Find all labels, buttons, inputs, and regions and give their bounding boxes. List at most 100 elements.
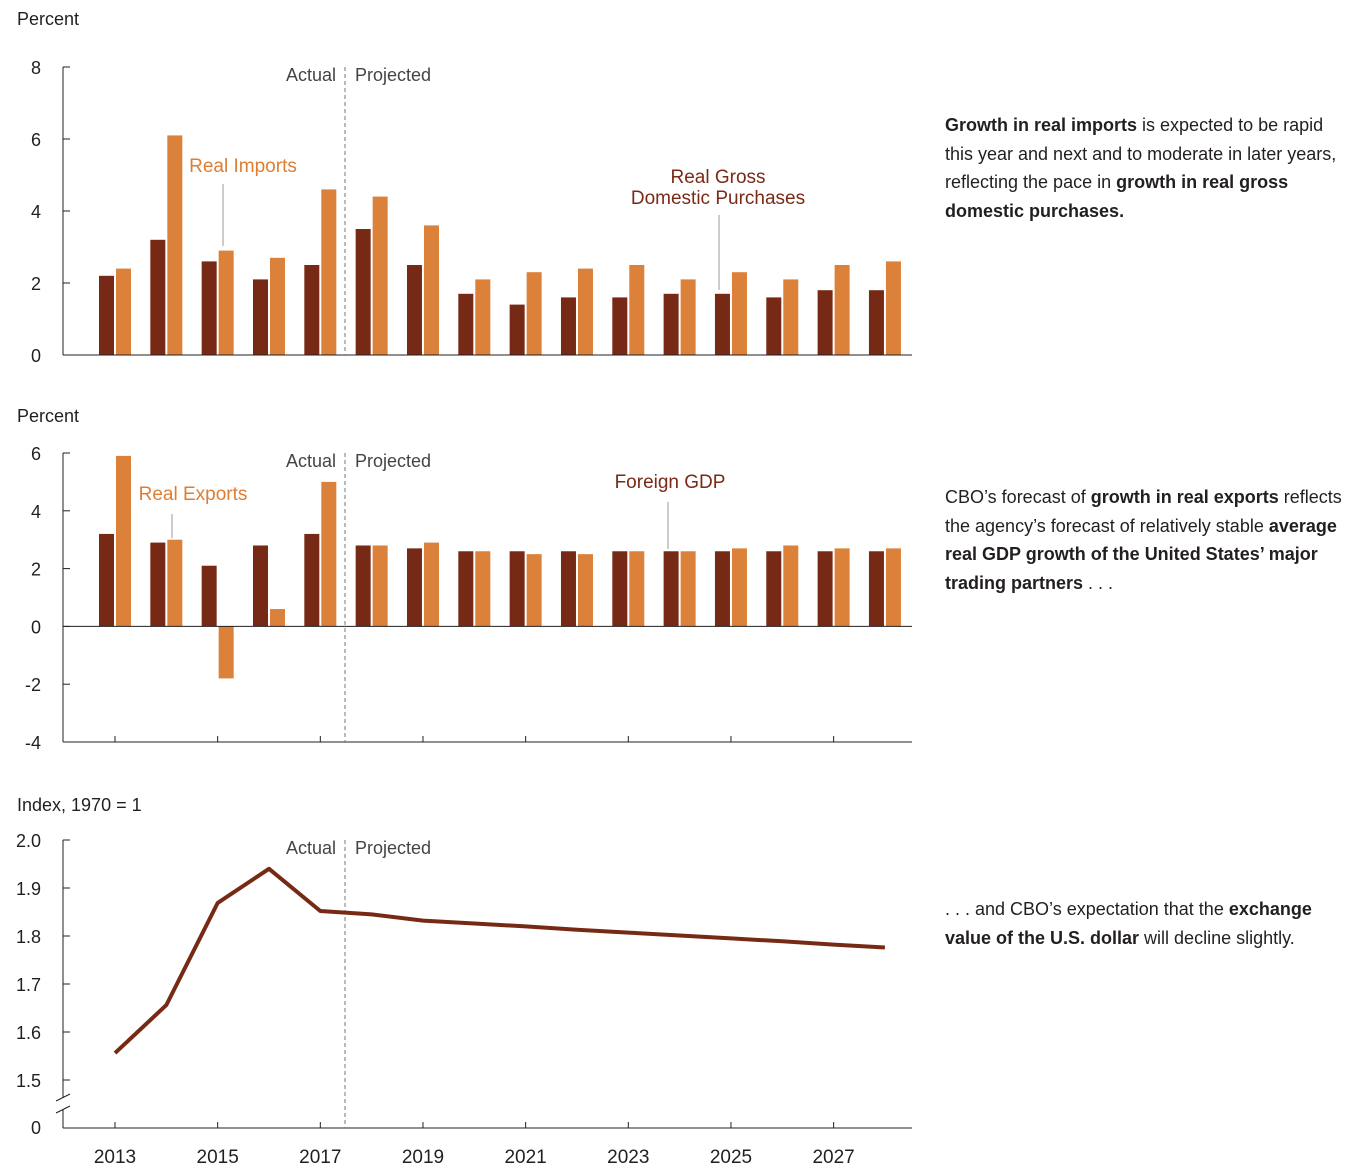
bar-dark [304,265,320,355]
bar-light [321,189,337,355]
y-axis-title: Index, 1970 = 1 [17,795,142,815]
y-tick-label: 2 [31,274,41,294]
y-tick-label: -2 [25,675,41,695]
bar-dark [560,551,576,627]
bar-light [526,554,542,627]
bar-dark [714,293,730,355]
bar-light [218,626,234,679]
bar-dark [612,551,628,627]
bar-light [680,279,696,355]
bar-light [577,554,593,627]
bar-dark [868,551,884,627]
note-segment: Growth in real imports [945,115,1138,135]
y-tick-label: 2 [31,560,41,580]
bar-dark [766,551,782,627]
note-segment: growth in real gross domestic purchases. [945,172,1289,221]
actual-label: Actual [286,838,336,858]
x-tick-label: 2017 [299,1147,341,1168]
bar-light [731,548,747,627]
projected-label: Projected [355,838,431,858]
y-tick-label: 2.0 [16,831,41,851]
bar-light [423,542,439,627]
bar-light [372,196,388,355]
y-tick-label: 1.9 [16,879,41,899]
bar-light [475,279,491,355]
bar-light [731,272,747,355]
bar-dark [663,293,679,355]
bar-light [629,265,645,355]
note-imports: Growth in real imports is expected to be… [945,111,1345,225]
bar-chart-1: 0 2 4 6 8 Percent Actual Projected Real Imports R… [17,9,912,366]
bar-light [475,551,491,627]
bar-dark [252,545,268,627]
bar-light [116,268,131,355]
x-tick-label: 2015 [197,1147,239,1168]
bar-chart-2: -4 -2 0 2 4 6 Percent Actual Projected Real Expor… [17,406,912,753]
y-tick-label: 0 [31,617,41,637]
y-axis-title: Percent [17,9,79,29]
note-segment: is expected to be rapid this year and ne… [945,115,1337,192]
bar-light [167,135,183,355]
bar-light [629,551,645,627]
bar-dark [509,551,525,627]
bar-dark [868,290,884,355]
note-dollar: . . . and CBO’s expectation that the exc… [945,895,1345,952]
x-tick-label: 2019 [402,1147,444,1168]
y-axis-title: Percent [17,406,79,426]
bar-dark [458,551,474,627]
bar-light [885,548,901,627]
y-tick-label: 1.5 [16,1071,41,1091]
note-segment: will decline slightly. [1139,927,1295,948]
series-label: Real Exports [139,484,248,505]
bar-dark [304,533,320,627]
x-tick-label: 2025 [710,1147,752,1168]
y-tick-label: 4 [31,502,41,522]
series-label: Domestic Purchases [631,188,805,209]
note-segment: exchange value of the U.S. dollar [945,899,1312,948]
bar-dark [817,290,833,355]
bar-dark [201,565,217,627]
bar-dark [355,545,371,627]
series-label: Real Imports [189,156,297,177]
series-line-dollar [113,866,886,1055]
bar-light [321,481,337,627]
x-tick-label: 2023 [607,1147,649,1168]
note-segment: growth in real exports [1090,487,1279,507]
y-tick-label: 1.7 [16,975,41,995]
bar-dark [150,542,166,627]
bar-dark [406,265,422,355]
bar-light [577,268,593,355]
y-zero-label: 0 [31,1118,41,1138]
bar-light [116,455,131,627]
bar-light [680,551,696,627]
bar-dark [99,533,114,627]
series-label: Real Gross [670,167,765,188]
bar-dark [355,229,371,355]
bar-dark [766,297,782,355]
bar-light [834,548,850,627]
bar-light [834,265,850,355]
line-chart: 1.5 1.6 1.7 1.8 1.9 2.0 0 Index, 1970 = 1 2013 20… [16,795,912,1168]
x-tick-label: 2021 [504,1147,546,1168]
bar-light [218,250,234,355]
bar-dark [406,548,422,627]
bar-dark [509,304,525,355]
bar-dark [663,551,679,627]
bar-light [372,545,388,627]
y-tick-label: 1.6 [16,1023,41,1043]
bar-dark [560,297,576,355]
note-segment: reflects the agency’s forecast of relati… [945,487,1342,536]
y-tick-label: 6 [31,444,41,464]
projected-label: Projected [355,65,431,85]
x-tick-label: 2013 [94,1147,136,1168]
bar-light [783,545,799,627]
bar-dark [201,261,217,355]
series-label: Foreign GDP [615,472,726,493]
bar-dark [817,551,833,627]
bar-dark [714,551,730,627]
axis-break-mark [55,1093,71,1102]
bar-light [269,609,285,627]
charts-canvas: 0 2 4 6 8 Percent Actual Projected Real Imports R… [16,9,912,1168]
note-segment: average real GDP growth of the United St… [945,515,1337,593]
bar-dark [252,279,268,355]
